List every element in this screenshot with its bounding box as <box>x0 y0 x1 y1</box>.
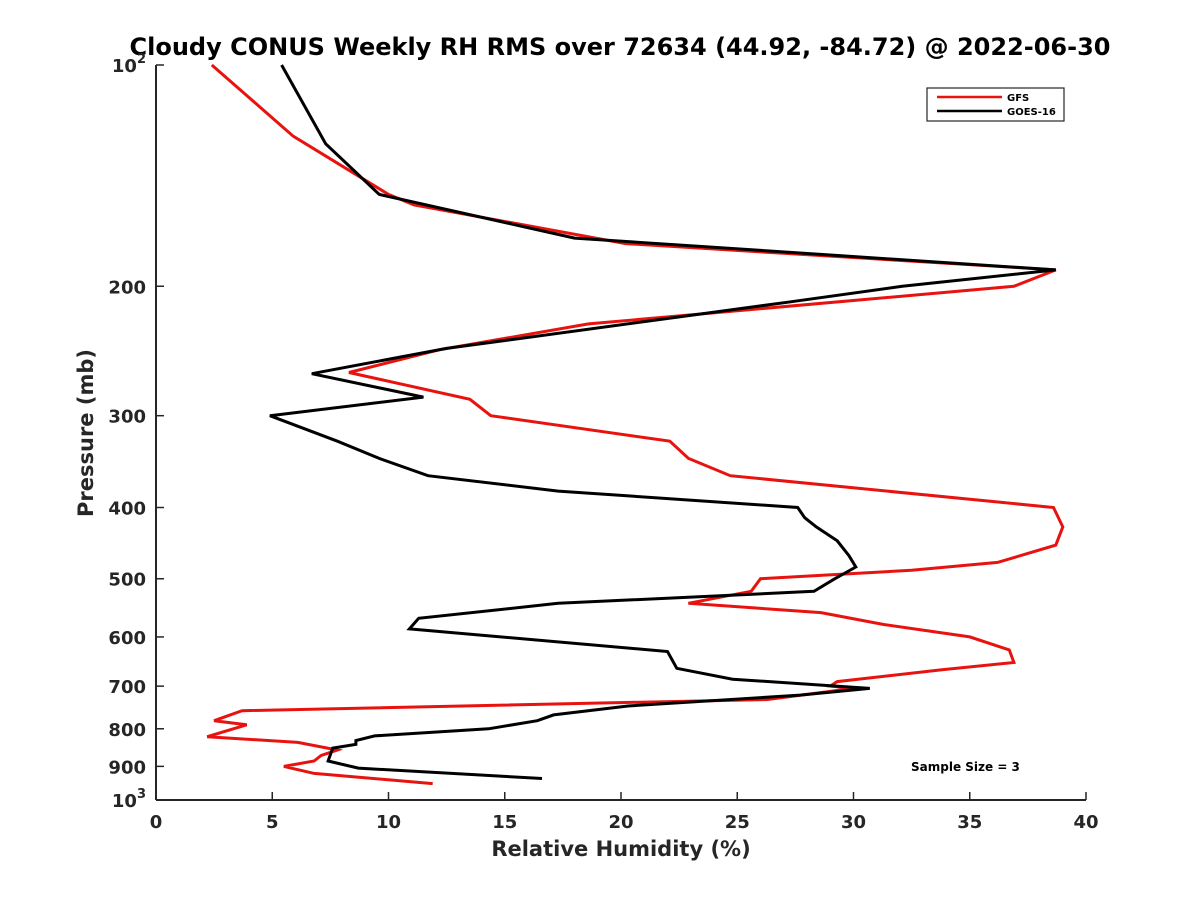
sample-size-annotation: Sample Size = 3 <box>911 760 1020 774</box>
y-tick-base: 10 <box>112 791 137 812</box>
y-tick-label: 700 <box>108 677 146 698</box>
x-tick-label: 30 <box>841 812 866 833</box>
x-tick-label: 20 <box>608 812 633 833</box>
series-line-gfs <box>206 63 1065 786</box>
x-tick-label: 5 <box>266 812 279 833</box>
y-tick-label: 200 <box>108 277 146 298</box>
series-lines <box>206 63 1065 786</box>
y-tick-exponent: 3 <box>137 787 146 802</box>
legend: GFS GOES-16 <box>926 87 1065 122</box>
x-tick-label: 10 <box>376 812 401 833</box>
x-axis-label: Relative Humidity (%) <box>491 837 750 861</box>
series-line-goes16 <box>269 64 1056 780</box>
legend-box <box>926 87 1065 122</box>
chart-title: Cloudy CONUS Weekly RH RMS over 72634 (4… <box>130 33 1111 61</box>
y-tick-exponent: 2 <box>137 52 146 67</box>
x-tick-label: 25 <box>725 812 750 833</box>
y-tick-label: 103 <box>112 787 146 812</box>
x-tick-label: 0 <box>150 812 163 833</box>
y-tick-label: 500 <box>108 570 146 591</box>
y-tick-label: 400 <box>108 499 146 520</box>
x-ticks: 0 5 10 15 20 25 30 35 40 <box>150 792 1099 833</box>
y-tick-label: 600 <box>108 628 146 649</box>
x-tick-label: 15 <box>492 812 517 833</box>
y-tick-label: 102 <box>112 52 146 77</box>
plot-axes <box>155 65 1086 801</box>
y-tick-label: 900 <box>108 757 146 778</box>
legend-label-goes16: GOES-16 <box>1007 107 1056 118</box>
x-tick-label: 40 <box>1073 812 1098 833</box>
y-tick-label: 300 <box>108 407 146 428</box>
y-tick-base: 10 <box>112 56 137 77</box>
y-axis-label: Pressure (mb) <box>74 349 98 517</box>
x-tick-label: 35 <box>957 812 982 833</box>
legend-label-gfs: GFS <box>1007 93 1029 104</box>
y-tick-label: 800 <box>108 720 146 741</box>
